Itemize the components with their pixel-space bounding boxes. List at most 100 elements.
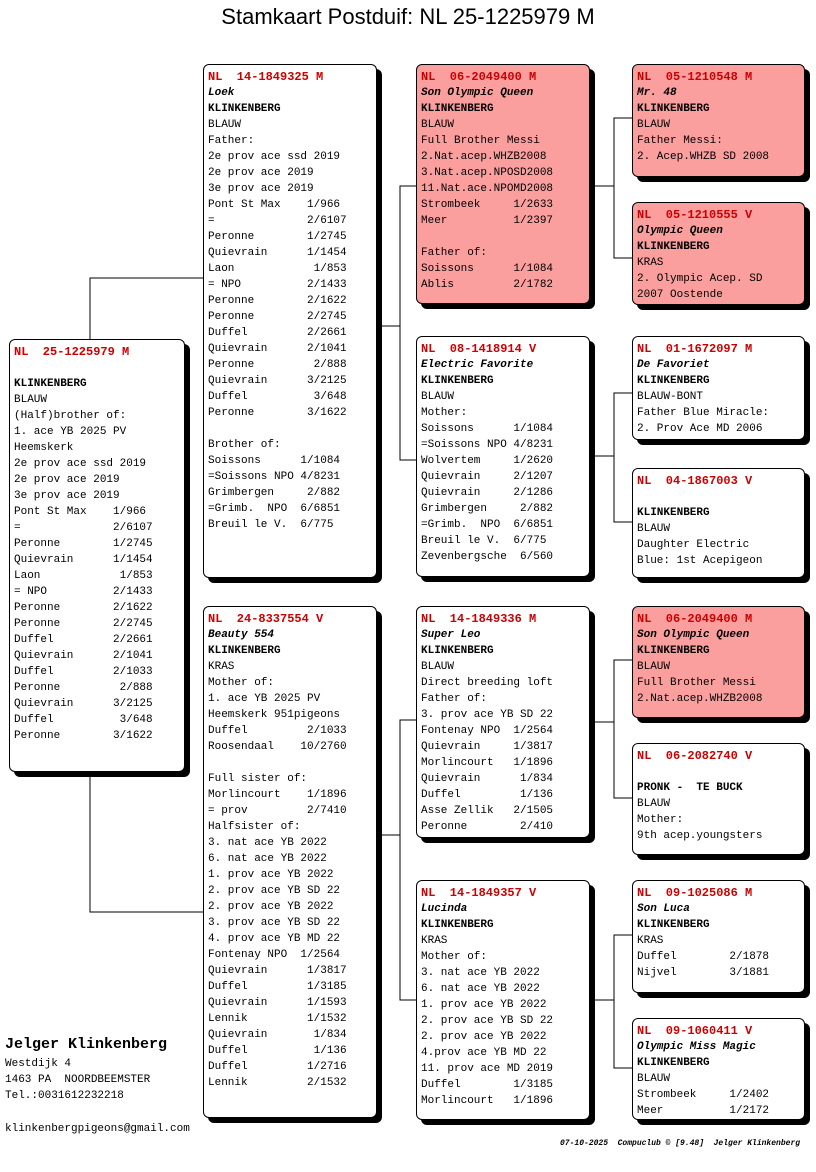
pigeon-name: Mr. 48 (637, 87, 677, 99)
info-line: Asse Zellik 2/1505 (421, 805, 554, 817)
info-line: Quievrain 2/1286 (421, 487, 554, 499)
info-line: Strombeek 1/2633 (421, 199, 554, 211)
info-line: =Soissons NPO 4/8231 (421, 439, 554, 451)
info-line: Quievrain 3/2125 (14, 698, 153, 710)
info-line: Grimbergen 2/882 (421, 503, 554, 515)
info-line: BLAUW (421, 391, 455, 403)
breeder: KLINKENBERG (637, 241, 710, 253)
info-line: Peronne 2/1622 (14, 602, 153, 614)
pigeon-card: NL 09-1060411 V Olympic Miss Magic KLINKEN… (632, 1018, 805, 1120)
info-line: 1. ace YB 2025 PV (14, 426, 127, 438)
info-line: Peronne 2/1622 (208, 295, 347, 307)
info-line: Meer 1/2172 (637, 1105, 770, 1117)
pigeon-name: Olympic Miss Magic (637, 1041, 756, 1053)
owner-name: Jelger Klinkenberg (5, 1036, 168, 1053)
info-line: = 2/6107 (14, 522, 153, 534)
info-line: 3. prov ace YB SD 22 (208, 917, 341, 929)
info-line: Direct breeding loft (421, 677, 554, 689)
info-line: 2. prov ace YB 2022 (421, 1031, 547, 1043)
info-line: Father Blue Miracle: (637, 407, 770, 419)
info-line: Quievrain 1/834 (208, 1029, 347, 1041)
blank-line (421, 229, 585, 245)
info-line: 1. prov ace YB 2022 (208, 869, 334, 881)
info-line: 3. prov ace YB SD 22 (421, 709, 554, 721)
ring-number: NL 05-1210548 M (637, 70, 753, 84)
info-line: Peronne 2/2745 (208, 311, 347, 323)
info-line: Pont St Max 1/966 (208, 199, 341, 211)
info-line: Roosendaal 10/2760 (208, 741, 347, 753)
ring-number: NL 08-1418914 V (421, 342, 537, 356)
info-line: 2e prov ace ssd 2019 (208, 151, 341, 163)
info-line: Soissons 1/1084 (208, 455, 341, 467)
pigeon-card: NL 08-1418914 V Electric Favorite KLINKENB… (416, 336, 590, 577)
info-line: Pont St Max 1/966 (14, 506, 147, 518)
breeder: KLINKENBERG (637, 919, 710, 931)
owner-email: klinkenbergpigeons@gmail.com (5, 1123, 190, 1135)
info-line: 3. nat ace YB 2022 (421, 967, 540, 979)
info-line: Duffel 3/648 (208, 391, 347, 403)
info-line: 1. prov ace YB 2022 (421, 999, 547, 1011)
pigeon-card: NL 04-1867003 V KLINKENBERG BLAUW Daughter … (632, 468, 805, 578)
ring-number: NL 06-2049400 M (421, 70, 537, 84)
info-line: Mother of: (208, 677, 275, 689)
info-line: 11.Nat.ace.NPOMD2008 (421, 183, 554, 195)
info-line: Morlincourt 1/1896 (208, 789, 347, 801)
info-line: Quievrain 2/1041 (14, 650, 153, 662)
info-line: Mother: (637, 814, 684, 826)
info-line: Peronne 3/1622 (208, 407, 347, 419)
info-line: 2. prov ace YB SD 22 (421, 1015, 554, 1027)
info-line: 2.Nat.acep.WHZB2008 (421, 151, 547, 163)
ring-number: NL 05-1210555 V (637, 208, 753, 222)
info-line: BLAUW (637, 661, 671, 673)
info-line: BLAUW (208, 119, 242, 131)
pigeon-card: NL 14-1849325 M Loek KLINKENBERG BLAUW Fathe… (203, 64, 377, 578)
info-line: 2. prov ace YB SD 22 (208, 885, 341, 897)
address-line: Westdijk 4 (5, 1058, 72, 1070)
ring-number: NL 06-2049400 M (637, 612, 753, 626)
info-line: Lennik 1/1532 (208, 1013, 347, 1025)
info-line: 2.Nat.acep.WHZB2008 (637, 693, 763, 705)
info-line: Daughter Electric (637, 539, 750, 551)
info-line: Heemskerk (14, 442, 74, 454)
breeder: KLINKENBERG (421, 375, 494, 387)
info-line: 2e prov ace 2019 (208, 167, 314, 179)
info-line: 9th acep.youngsters (637, 830, 763, 842)
info-line: Zevenbergsche 6/560 (421, 551, 554, 563)
info-line: 2e prov ace 2019 (14, 474, 120, 486)
info-line: Peronne 1/2745 (208, 231, 347, 243)
breeder: KLINKENBERG (208, 103, 281, 115)
blank-line (208, 755, 372, 771)
info-line: Quievrain 3/2125 (208, 375, 347, 387)
info-line: Quievrain 1/3817 (421, 741, 554, 753)
info-line: BLAUW (637, 798, 671, 810)
info-line: Meer 1/2397 (421, 215, 554, 227)
address-line: Tel.:0031612232218 (5, 1090, 124, 1102)
breeder: KLINKENBERG (421, 645, 494, 657)
pigeon-card: NL 14-1849336 M Super Leo KLINKENBERG BLAUW… (416, 606, 590, 838)
pigeon-card: NL 24-8337554 V Beauty 554 KLINKENBERG KRAS… (203, 606, 377, 1118)
info-line: 4. prov ace YB MD 22 (208, 933, 341, 945)
info-line: Duffel 1/136 (421, 789, 554, 801)
connector (89, 277, 203, 339)
pigeon-card: NL 25-1225979 M KLINKENBERG BLAUW (Half)bro… (9, 339, 185, 772)
info-line: 2. Prov Ace MD 2006 (637, 423, 763, 435)
info-line: KRAS (421, 935, 448, 947)
breeder: KLINKENBERG (637, 1057, 710, 1069)
info-line: Peronne 2/410 (421, 821, 554, 833)
info-line: Quievrain 2/1207 (421, 471, 554, 483)
info-line: Heemskerk 951pigeons (208, 709, 341, 721)
info-line: Fontenay NPO 1/2564 (421, 725, 554, 737)
info-line: 11. prov ace MD 2019 (421, 1063, 554, 1075)
connector (613, 934, 632, 1069)
info-line: 4.prov ace YB MD 22 (421, 1047, 547, 1059)
breeder: KLINKENBERG (637, 103, 710, 115)
ring-number: NL 24-8337554 V (208, 612, 324, 626)
info-line: Peronne 2/888 (208, 359, 347, 371)
info-line: KRAS (208, 661, 235, 673)
pigeon-card: NL 05-1210548 M Mr. 48 KLINKENBERG BLAUW Fat… (632, 64, 805, 177)
info-line: Nijvel 3/1881 (637, 967, 770, 979)
info-line: Quievrain 1/3817 (208, 965, 347, 977)
info-line: Quievrain 1/1593 (208, 997, 347, 1009)
info-line: =Grimb. NPO 6/6851 (208, 503, 341, 515)
